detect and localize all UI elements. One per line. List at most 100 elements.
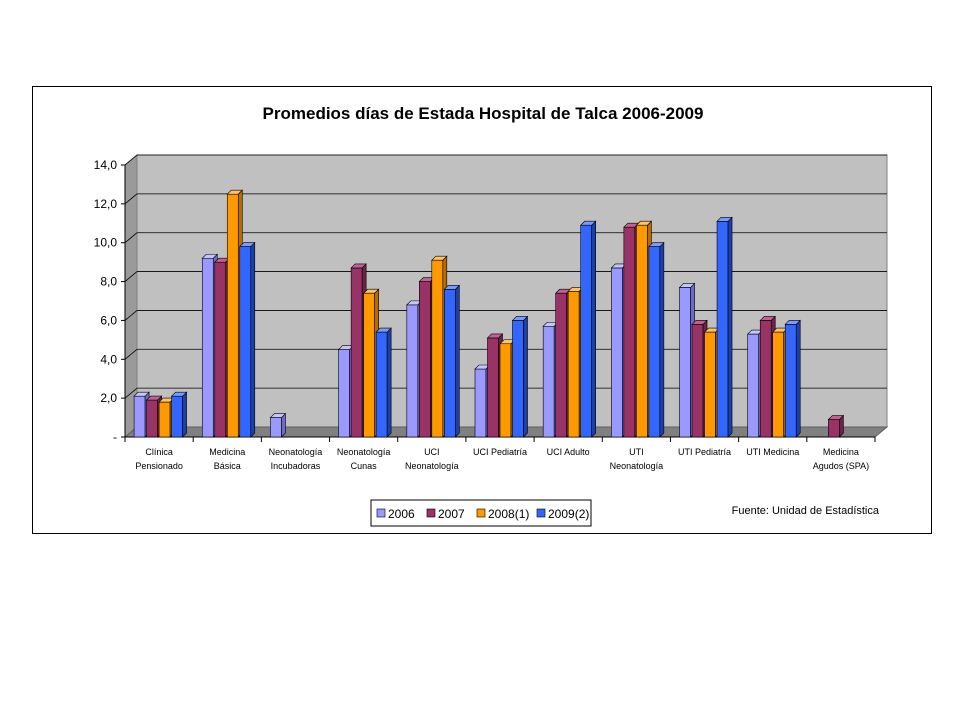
bar-front [133, 395, 146, 438]
bar-front [239, 246, 252, 438]
y-tick-label: 10,0 [94, 236, 118, 250]
bar-front [226, 193, 239, 438]
gridline-side [124, 271, 138, 282]
legend-item: 2008(1) [476, 507, 529, 521]
bar [375, 327, 392, 438]
y-tick-label: 6,0 [100, 313, 117, 327]
bar-top [269, 413, 287, 418]
bar-front [704, 331, 716, 438]
legend-swatch [536, 508, 546, 518]
bar-top [239, 242, 256, 247]
bar-side [727, 216, 733, 438]
x-tick-label: UCI Adulto [547, 447, 590, 457]
bar-front [567, 290, 580, 438]
bar-top [443, 285, 461, 290]
x-tick-label: Pensionado [135, 461, 183, 471]
bar-front [636, 224, 648, 438]
bar-side [182, 391, 187, 438]
x-tick-label: Cunas [351, 461, 378, 471]
gridline-side [124, 232, 138, 244]
bar-front [214, 261, 227, 438]
y-axis: - 2,0 4,0 6,0 8,0 10,0 12,0 14,0 [94, 158, 126, 444]
bar [784, 319, 801, 438]
x-tick-label: Incubadoras [271, 461, 321, 471]
x-tick-label: UTI [629, 447, 644, 457]
bar-top [350, 263, 367, 269]
source-note: Fuente: Unidad de Estadística [732, 505, 880, 517]
bar [443, 284, 461, 438]
legend-swatch [426, 508, 436, 518]
legend-item: 2007 [426, 507, 465, 521]
bar-top [827, 415, 845, 420]
gridline-side [124, 193, 138, 205]
bar-top [784, 320, 801, 325]
bar-front [201, 257, 214, 438]
x-tick-label: Neonatología [337, 447, 391, 457]
x-tick-label: UCI Pediatría [473, 447, 527, 457]
bar-top [691, 320, 708, 325]
bar-front [171, 395, 183, 438]
bar-front [499, 343, 512, 438]
bar-top [511, 316, 529, 321]
bar-side [455, 284, 460, 438]
bar-front [406, 304, 419, 438]
bar-front [338, 349, 350, 438]
y-tick-label: - [113, 430, 117, 444]
bar-side [523, 315, 528, 438]
x-tick-label: Agudos (SPA) [813, 461, 869, 471]
bar [716, 216, 733, 438]
bar-top [362, 288, 380, 294]
bar-top [431, 255, 448, 261]
bar-top [170, 391, 188, 397]
bar-side [591, 220, 596, 438]
bar-side [795, 319, 801, 438]
bar-top [579, 220, 597, 226]
bars [133, 189, 845, 438]
bar-front [747, 333, 760, 438]
bar-front [542, 325, 555, 438]
bar-top [759, 316, 776, 321]
bar-front [487, 337, 499, 438]
bar-front [158, 401, 171, 438]
legend-swatch [376, 508, 386, 518]
x-tick-label: Clínica [145, 447, 173, 457]
bar-front [512, 320, 524, 438]
legend-swatch [476, 508, 486, 518]
legend: 2006 2007 2008(1) 2009(2) [370, 499, 592, 527]
bar [827, 414, 845, 438]
bar [579, 220, 597, 438]
bar-front [648, 246, 661, 438]
bar-front [431, 259, 444, 438]
bar-front [828, 419, 840, 438]
bar [239, 241, 256, 438]
bar-front [623, 226, 636, 438]
bar [511, 315, 529, 438]
bar-top [486, 333, 504, 339]
x-axis: Clínica Pensionado Medicina Básica Neonatolo… [124, 436, 876, 471]
bar-front [555, 292, 567, 438]
legend-item: 2009(2) [536, 507, 589, 521]
y-tick-label: 8,0 [100, 275, 117, 289]
bar-top [133, 391, 150, 397]
x-tick-label: Neonatología [610, 461, 664, 471]
bar-side [250, 241, 256, 438]
y-tick-label: 14,0 [94, 158, 118, 172]
legend-label: 2006 [388, 507, 415, 521]
bar-front [691, 324, 704, 438]
legend-label: 2009(2) [548, 507, 589, 521]
bar [170, 391, 188, 438]
y-tick-label: 12,0 [94, 197, 118, 211]
chart-frame: Promedios días de Estada Hospital de Tal… [32, 86, 932, 534]
bar-front [772, 331, 785, 438]
chart-title: Promedios días de Estada Hospital de Tal… [263, 104, 704, 123]
bar-side [386, 327, 392, 438]
bar-side [659, 241, 665, 438]
bar-front [419, 281, 431, 438]
bar-top [201, 253, 218, 259]
bar [648, 241, 665, 438]
legend-label: 2007 [438, 507, 465, 521]
bar-front [679, 287, 691, 438]
bar-top [145, 395, 163, 401]
x-tick-label: UTI Pediatría [678, 447, 731, 457]
bar-top [678, 283, 696, 288]
